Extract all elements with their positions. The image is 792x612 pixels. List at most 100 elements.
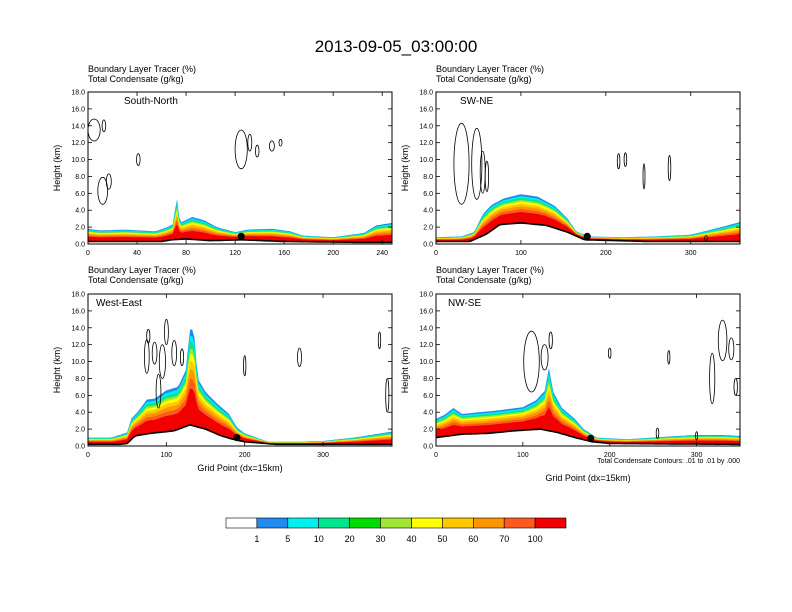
region-label: South-North: [124, 96, 178, 107]
colorbar-label: 100: [528, 534, 543, 544]
region-label: SW-NE: [460, 96, 493, 107]
plot-frame: [87, 293, 393, 447]
y-tick-label: 12.0: [419, 140, 433, 147]
colorbar-swatch: [349, 517, 381, 529]
y-tick-label: 10.0: [71, 157, 85, 164]
condensate-contour: [608, 347, 612, 359]
y-tick-label: 12.0: [71, 342, 85, 349]
plot-area: [88, 318, 392, 446]
condensate-contour: [278, 138, 283, 147]
condensate-contour: [479, 150, 486, 194]
region-label: NW-SE: [448, 298, 481, 309]
condensate-contour: [88, 118, 101, 142]
x-tick-label: 300: [691, 452, 703, 459]
y-tick-label: 14.0: [419, 123, 433, 130]
condensate-contour: [163, 318, 169, 346]
terrain-line: [88, 424, 392, 446]
y-tick-label: 8.0: [75, 376, 85, 383]
y-tick-label: 18.0: [419, 292, 433, 299]
colorbar-label: 40: [406, 534, 416, 544]
y-tick-label: 16.0: [71, 308, 85, 315]
panel-south-north: Boundary Layer Tracer (%) Total Condensa…: [52, 64, 393, 257]
condensate-contour: [268, 140, 275, 152]
y-tick-label: 10.0: [71, 359, 85, 366]
x-tick-label: 0: [434, 452, 438, 459]
terrain-fill: [436, 429, 740, 446]
condensate-contour: [623, 152, 628, 167]
colorbar-swatch: [256, 517, 289, 529]
condensate-contour: [234, 129, 248, 170]
x-tick-label: 120: [229, 250, 241, 257]
condensate-contour: [171, 339, 178, 367]
condensate-contour: [151, 341, 158, 365]
condensate-contour: [540, 344, 549, 371]
panel-title-condensate: Total Condensate (g/kg): [436, 275, 532, 285]
terrain-fill: [436, 222, 740, 244]
y-tick-label: 14.0: [419, 325, 433, 332]
y-tick-label: 2.0: [423, 225, 433, 232]
y-tick-label: 8.0: [423, 376, 433, 383]
condensate-contour: [297, 347, 302, 368]
condensate-contour: [655, 427, 660, 439]
colorbar-swatch: [411, 517, 443, 529]
colorbar-label: 1: [254, 534, 259, 544]
y-tick-label: 12.0: [419, 342, 433, 349]
plot-area: [436, 122, 740, 244]
condensate-contour: [101, 119, 107, 133]
region-label: West-East: [96, 298, 142, 309]
y-tick-label: 0.0: [75, 242, 85, 249]
x-axis: 0 100 200 300: [434, 92, 697, 257]
y-tick-label: 4.0: [423, 208, 433, 215]
figure-title: 2013-09-05_03:00:00: [315, 37, 478, 56]
panel-title-tracer: Boundary Layer Tracer (%): [436, 64, 544, 74]
colorbar-swatch: [442, 517, 474, 529]
y-axis: 0.0 2.0 4.0 6.0 8.0 10.0 12.0 14.0 16.0 18.0: [71, 292, 392, 451]
y-tick-label: 2.0: [75, 427, 85, 434]
y-axis-label: Height (km): [52, 347, 62, 394]
condensate-contour: [667, 350, 671, 365]
x-tick-label: 40: [133, 250, 141, 257]
y-axis: 0.0 2.0 4.0 6.0 8.0 10.0 12.0 14.0 16.0 18.0: [419, 292, 740, 451]
x-tick-label: 100: [515, 250, 527, 257]
station-marker: [583, 232, 591, 240]
condensate-contour: [728, 337, 735, 361]
condensate-contour: [144, 339, 150, 374]
y-tick-label: 18.0: [71, 292, 85, 299]
colorbar: 1 5 10 20 30 40 50 60 70 100: [225, 517, 567, 544]
y-tick-label: 12.0: [71, 140, 85, 147]
plot-frame: [435, 293, 741, 447]
y-tick-label: 2.0: [423, 427, 433, 434]
colorbar-label: 20: [345, 534, 355, 544]
colorbar-label: 30: [375, 534, 385, 544]
y-tick-label: 16.0: [71, 106, 85, 113]
x-tick-label: 0: [434, 250, 438, 257]
condensate-contour: [158, 344, 166, 379]
panel-title-tracer: Boundary Layer Tracer (%): [88, 64, 196, 74]
colorbar-label: 10: [314, 534, 324, 544]
condensate-contour: [255, 144, 260, 158]
x-tick-label: 240: [376, 250, 388, 257]
x-tick-label: 0: [86, 452, 90, 459]
station-marker: [233, 434, 241, 442]
colorbar-swatch: [225, 517, 258, 529]
condensate-contour: [484, 160, 489, 192]
condensate-contour: [155, 373, 162, 409]
colorbar-swatch: [472, 517, 505, 529]
condensate-contour: [704, 235, 708, 242]
colorbar-swatch: [534, 517, 567, 529]
terrain-line: [88, 238, 392, 244]
y-tick-label: 4.0: [75, 208, 85, 215]
x-tick-label: 100: [517, 452, 529, 459]
contour-footnote: Total Condensate Contours: .01 to .01 by…: [597, 458, 740, 465]
condensate-contour: [471, 127, 483, 200]
colorbar-swatch: [503, 517, 536, 529]
x-tick-label: 200: [239, 452, 251, 459]
y-tick-label: 14.0: [71, 123, 85, 130]
y-tick-label: 8.0: [75, 174, 85, 181]
x-tick-label: 0: [86, 250, 90, 257]
y-axis-label: Height (km): [52, 145, 62, 192]
plot-frame: [87, 91, 393, 245]
condensate-contour: [136, 153, 141, 166]
condensate-contour: [247, 133, 253, 152]
y-tick-label: 0.0: [75, 444, 85, 451]
